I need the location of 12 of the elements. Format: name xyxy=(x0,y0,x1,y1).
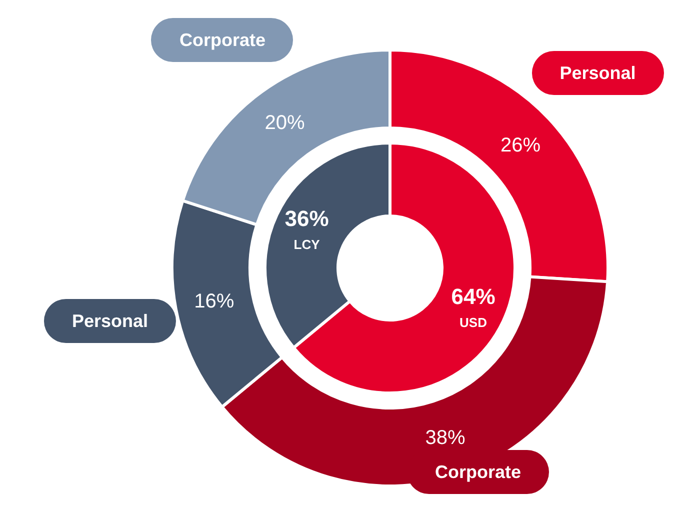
data-label: 26% xyxy=(500,134,541,156)
slice-label: LCY xyxy=(294,236,320,252)
slice-label: Corporate xyxy=(151,18,294,62)
data-label: 38% xyxy=(425,427,466,450)
slice-label: USD xyxy=(460,315,487,330)
slice-label: Corporate xyxy=(407,450,550,494)
data-label: 36% xyxy=(284,206,329,231)
slice-label: Personal xyxy=(44,299,176,344)
data-label: 64% xyxy=(451,284,496,310)
slice-label: Personal xyxy=(532,50,664,95)
data-label: 16% xyxy=(194,290,234,313)
data-label: 20% xyxy=(264,112,306,134)
